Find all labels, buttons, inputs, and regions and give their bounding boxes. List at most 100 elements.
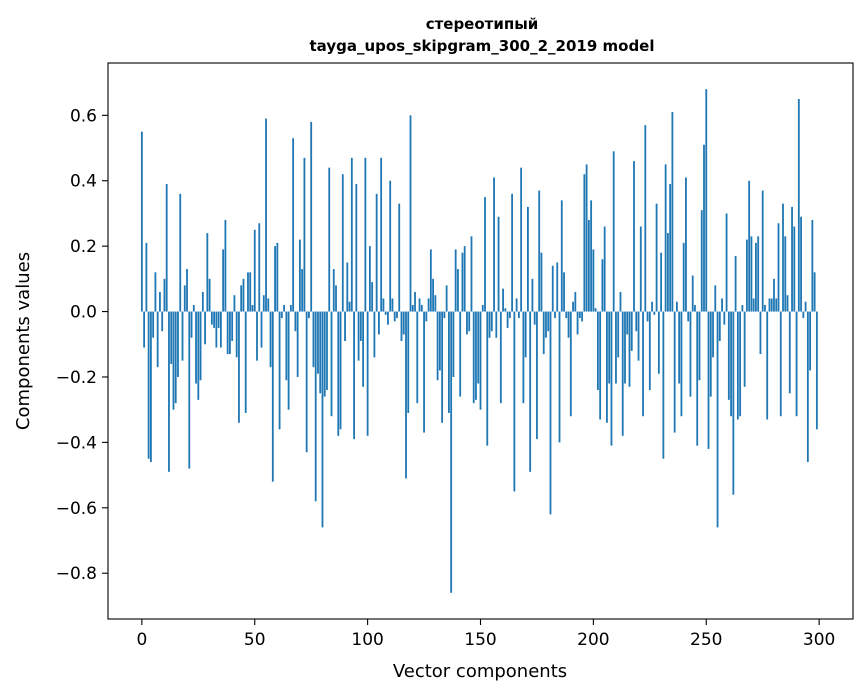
bar-171: [527, 206, 529, 312]
y-tick-label: 0.6: [70, 106, 97, 126]
bar-254: [714, 285, 717, 312]
bar-166: [515, 298, 518, 312]
bar-144: [466, 311, 468, 335]
bar-196: [583, 174, 586, 312]
bar-127: [427, 298, 430, 312]
bar-269: [748, 180, 751, 312]
bar-9: [161, 311, 164, 332]
bar-235: [671, 112, 674, 312]
bar-232: [664, 164, 667, 312]
bar-228: [655, 203, 658, 312]
bar-169: [522, 311, 525, 404]
bar-113: [396, 311, 398, 319]
bar-81: [323, 311, 326, 397]
bar-148: [475, 311, 477, 400]
bar-76: [312, 311, 315, 368]
bar-230: [660, 252, 663, 312]
bar-35: [219, 311, 222, 348]
bar-222: [642, 311, 644, 417]
bar-276: [764, 305, 766, 312]
bar-121: [414, 291, 416, 312]
bar-181: [549, 311, 552, 515]
bar-283: [779, 311, 782, 417]
bar-136: [447, 311, 450, 413]
bar-130: [434, 295, 437, 312]
bar-3: [147, 311, 150, 459]
bar-131: [436, 311, 439, 381]
bar-266: [741, 305, 744, 312]
bar-20: [186, 269, 188, 312]
bar-168: [520, 167, 523, 312]
bar-33: [215, 311, 218, 348]
x-tick-label: 0: [136, 630, 147, 650]
bar-14: [172, 311, 175, 410]
bar-112: [393, 311, 396, 322]
bar-292: [800, 216, 802, 312]
bar-74: [308, 311, 310, 319]
x-axis-label: Vector components: [393, 661, 567, 682]
bar-153: [486, 311, 489, 446]
bar-274: [759, 311, 762, 355]
bar-162: [506, 311, 509, 328]
bar-64: [285, 311, 288, 381]
bar-277: [766, 311, 769, 420]
bar-233: [666, 233, 669, 312]
bar-184: [556, 262, 559, 312]
bar-59: [274, 246, 276, 312]
bar-114: [398, 203, 401, 312]
bar-51: [256, 311, 258, 361]
bar-43: [238, 311, 240, 423]
bar-263: [734, 255, 737, 312]
bar-259: [725, 213, 728, 312]
bar-65: [287, 311, 290, 410]
bars-group: [140, 89, 818, 593]
bar-177: [540, 252, 543, 312]
bar-234: [669, 184, 672, 312]
bar-110: [389, 180, 392, 312]
bar-117: [405, 311, 407, 479]
bar-149: [477, 311, 480, 384]
bar-120: [411, 305, 414, 312]
bar-90: [344, 311, 346, 341]
bar-62: [280, 311, 283, 319]
bar-22: [190, 311, 193, 338]
bar-206: [606, 311, 608, 423]
bar-219: [635, 311, 638, 332]
bar-175: [536, 311, 538, 440]
bar-17: [179, 193, 182, 312]
bar-24: [195, 311, 197, 384]
bar-223: [644, 125, 647, 312]
bar-96: [357, 311, 360, 361]
bar-99: [364, 157, 367, 312]
bar-250: [705, 89, 708, 312]
bar-147: [472, 311, 475, 404]
bar-109: [387, 311, 389, 325]
bar-221: [639, 226, 642, 312]
bar-244: [691, 275, 694, 312]
bar-170: [524, 311, 527, 358]
bar-104: [375, 193, 378, 312]
bar-75: [310, 121, 313, 312]
bar-139: [454, 249, 457, 312]
bar-248: [700, 210, 703, 312]
bar-295: [806, 311, 809, 463]
bar-271: [752, 298, 755, 312]
y-tick-label: 0.4: [70, 172, 97, 192]
bar-45: [242, 278, 245, 312]
bar-79: [319, 311, 322, 394]
bar-215: [626, 311, 629, 335]
bar-100: [366, 311, 369, 436]
bar-176: [538, 190, 541, 312]
bar-1: [143, 311, 146, 348]
bar-173: [531, 278, 534, 312]
bar-66: [289, 305, 292, 312]
bar-210: [615, 311, 617, 384]
bar-42: [235, 311, 238, 358]
bar-280: [773, 278, 775, 312]
bar-57: [269, 311, 272, 368]
bar-41: [233, 295, 236, 312]
bar-268: [745, 239, 748, 312]
bar-192: [574, 291, 577, 312]
bar-285: [784, 236, 787, 312]
